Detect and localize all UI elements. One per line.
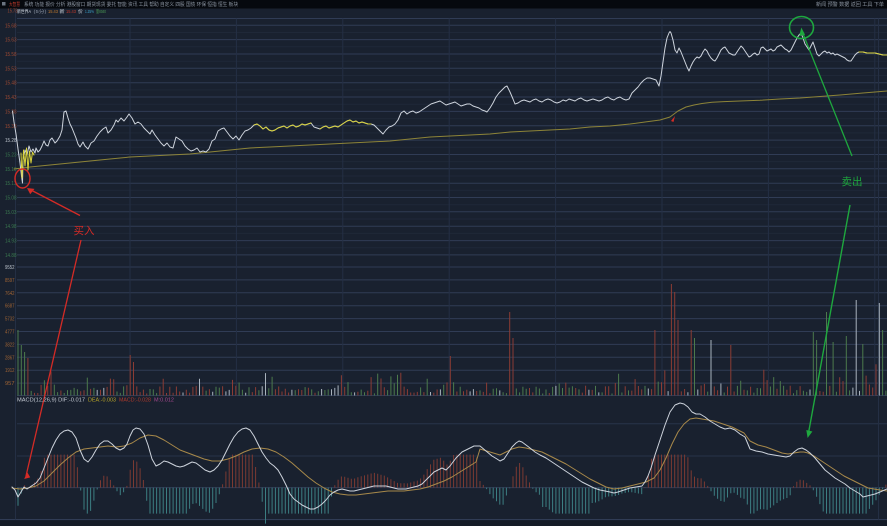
svg-text:15.23: 15.23 [5,152,17,158]
svg-text:大智慧: 大智慧 [9,1,20,8]
svg-text:8597: 8597 [5,278,15,284]
svg-text:买入: 买入 [74,225,95,237]
svg-text:15.18: 15.18 [5,167,17,173]
svg-text:价: 价 [78,9,83,15]
svg-text:6687: 6687 [5,304,15,310]
svg-text:5732: 5732 [5,317,15,323]
svg-text:新闻 预警 数据 返回 工具 下单: 新闻 预警 数据 返回 工具 下单 [816,1,884,8]
svg-text:MACD:-0.028: MACD:-0.028 [119,398,151,404]
svg-text:系统 功能 报价 分析 港股窗口 期货现货 委托 智能 资讯: 系统 功能 报价 分析 港股窗口 期货现货 委托 智能 资讯 工具 帮助 自定义… [24,1,238,8]
svg-text:15.08: 15.08 [5,196,17,202]
svg-text:(5分): (5分) [34,8,47,15]
svg-text:1.25%: 1.25% [85,9,94,15]
svg-text:14.88: 14.88 [5,253,17,259]
svg-text:15.43: 15.43 [66,9,76,15]
svg-text:9552: 9552 [5,265,15,271]
svg-text:2867: 2867 [5,355,15,361]
svg-text:14.98: 14.98 [5,224,17,230]
svg-text:15.13: 15.13 [5,181,17,187]
svg-text:15.03: 15.03 [5,210,17,216]
svg-text:15.63: 15.63 [5,38,17,44]
svg-text:3822: 3822 [5,342,15,348]
svg-text:DEA:-0.003: DEA:-0.003 [88,398,116,404]
svg-text:M:0.012: M:0.012 [154,398,174,404]
svg-text:15.58: 15.58 [5,52,17,58]
svg-text:卖出: 卖出 [842,175,863,188]
svg-text:1912: 1912 [5,368,15,374]
svg-text:15.33: 15.33 [5,124,17,130]
svg-text:7642: 7642 [5,291,15,297]
svg-text:量8040: 量8040 [96,8,106,15]
svg-text:新世界A: 新世界A [17,8,32,15]
svg-text:4777: 4777 [5,330,15,336]
svg-text:15.43: 15.43 [5,95,17,101]
svg-text:15.53: 15.53 [5,66,17,72]
svg-text:957: 957 [5,381,15,387]
svg-text:15.43: 15.43 [48,9,58,15]
svg-text:MACD(12,26,9) DIF:-0.017: MACD(12,26,9) DIF:-0.017 [17,398,85,404]
svg-text:14.93: 14.93 [5,239,17,245]
svg-text:新: 新 [60,8,65,15]
svg-text:15.68: 15.68 [5,23,17,29]
svg-text:15.73: 15.73 [8,9,18,15]
svg-text:15.38: 15.38 [5,109,17,115]
svg-text:15.48: 15.48 [5,81,17,87]
svg-text:15.28: 15.28 [5,138,17,144]
